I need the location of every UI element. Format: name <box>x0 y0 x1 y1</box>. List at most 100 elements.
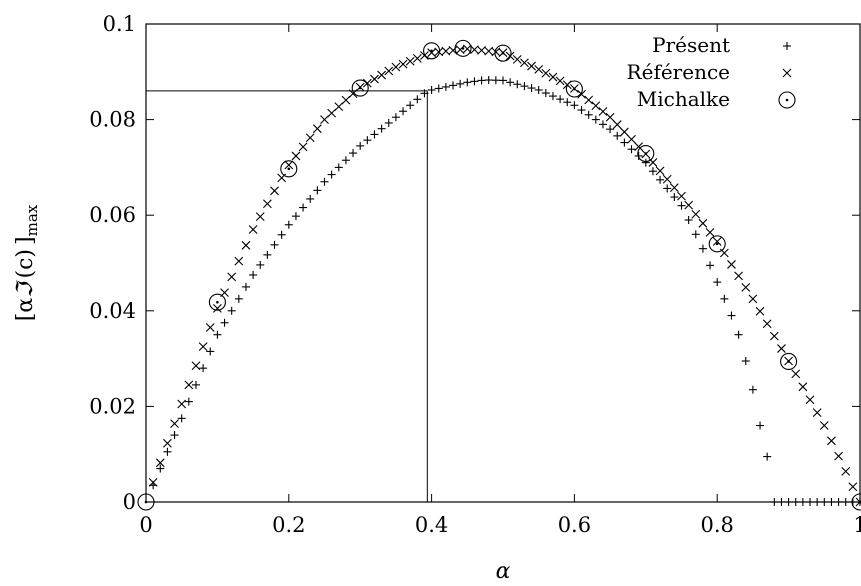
series-reference-point-39-d2 <box>427 48 436 58</box>
series-reference-point-76-d2 <box>691 209 701 219</box>
series-present-point-48 <box>491 76 500 85</box>
series-present-point-56 <box>548 92 557 101</box>
series-reference-point-87 <box>769 331 779 341</box>
series-reference-point-15 <box>255 212 265 222</box>
series-present-point-12 <box>234 294 243 303</box>
series-reference-point-32 <box>377 70 387 80</box>
series-reference-point-20 <box>291 151 301 161</box>
series-reference-point-72 <box>662 174 672 184</box>
series-reference-point-66-d2 <box>619 127 629 137</box>
series-reference-point-71-d2 <box>655 166 665 176</box>
series-reference-point-7-d2 <box>198 342 208 352</box>
series-reference-point-92-d2 <box>805 395 815 405</box>
series-reference-point-63 <box>598 107 608 116</box>
series-reference-point-11 <box>227 272 237 282</box>
series-reference-point-52 <box>520 58 529 68</box>
series-reference-point-68-d2 <box>634 142 644 152</box>
series-reference-point-25 <box>327 108 337 118</box>
series-reference-point-65 <box>612 120 622 129</box>
series-present-zero-point-3 <box>791 498 800 506</box>
series-michalke-point-4 <box>423 42 441 60</box>
series-michalke-point-6-ring <box>494 44 512 62</box>
axis-ticks: 0 0.2 0.4 0.6 0.8 1 0 0.02 0.04 0.06 0.08 0.1 <box>89 12 861 537</box>
series-michalke-point-4-ring <box>423 42 441 60</box>
series-reference-point-34 <box>391 62 401 72</box>
series-present-point-67 <box>627 145 636 154</box>
series-reference-point-46 <box>477 45 486 55</box>
series-present-point-21 <box>299 203 308 212</box>
series-present-point-53 <box>527 84 536 93</box>
series-reference-point-27 <box>341 95 351 105</box>
series-present-point-80 <box>720 294 729 303</box>
series-present-point-24 <box>320 177 329 186</box>
series-present-point-26 <box>334 163 343 172</box>
legend-label-present: Présent <box>652 33 730 57</box>
series-reference-point-45-d2 <box>470 45 479 55</box>
series-reference-point-66 <box>619 127 629 137</box>
series-reference-point-60-d2 <box>577 89 586 99</box>
series-present-point-85 <box>756 421 765 430</box>
series-present-point-31 <box>370 130 379 139</box>
y-tick-label-1: 0.02 <box>89 394 136 418</box>
series-reference-point-24-d2 <box>320 115 329 124</box>
series-reference-point-86-d2 <box>762 319 772 329</box>
series-reference-point-41-d2 <box>441 46 451 56</box>
series-present-point-32 <box>377 124 386 133</box>
legend-label-michalke: Michalke <box>637 87 730 111</box>
series-reference-point-38-d2 <box>420 51 429 60</box>
series-present-point-16 <box>263 250 272 259</box>
series-present-point-14 <box>249 270 258 279</box>
series-reference-point-40-d2 <box>434 47 444 57</box>
series-reference-point-17 <box>270 186 279 196</box>
series-present-point-6 <box>191 380 200 389</box>
series-michalke-point-0 <box>137 493 155 511</box>
series-reference-point-0 <box>148 478 158 487</box>
y-tick-label-2: 0.04 <box>89 299 136 323</box>
series-present-point-29 <box>356 141 365 150</box>
series-reference-point-22-d2 <box>305 133 315 143</box>
series-present-zero-point-2 <box>784 498 793 506</box>
series-michalke-point-9-ring <box>708 235 726 253</box>
series-present-point-13 <box>241 282 250 291</box>
series-reference-point-56 <box>548 72 558 82</box>
series-michalke-point-8-ring <box>637 144 655 163</box>
series-present-zero-point-0 <box>770 498 779 506</box>
series-michalke-point-10 <box>780 352 798 371</box>
series-present-point-76 <box>691 230 700 239</box>
series-reference-point-77-d2 <box>698 218 708 228</box>
x-tick-label-4: 0.8 <box>700 513 733 537</box>
series-reference-point-62-d2 <box>591 101 601 111</box>
series-reference-point-21-d2 <box>298 142 308 152</box>
series-reference-point-6-d2 <box>191 361 201 371</box>
series-reference-point-60 <box>577 89 586 99</box>
x-axis-label: α <box>496 559 511 584</box>
series-reference-point-75 <box>684 200 694 210</box>
series-reference-point-3-d2 <box>170 419 179 428</box>
series-present-zero-point-4 <box>798 498 807 506</box>
series-present-zero-point-10 <box>841 498 850 506</box>
series-present-point-36 <box>406 101 415 110</box>
series-reference-point-37 <box>412 54 422 63</box>
series-reference-point-79 <box>712 237 722 246</box>
series-present-point-38 <box>420 89 429 98</box>
series-present-point-72 <box>663 184 672 193</box>
series-reference-point-55 <box>541 68 551 78</box>
series-reference-point-27-d2 <box>341 95 351 105</box>
series-reference-point-38 <box>420 51 429 60</box>
series-reference-point-55-d2 <box>541 68 551 78</box>
series-michalke-point-6-dot <box>501 51 505 55</box>
guide-lines <box>146 90 428 502</box>
series-michalke-point-4-dot <box>430 49 433 53</box>
series-michalke-point-1-dot <box>216 300 219 304</box>
series-reference-point-73-d2 <box>669 183 679 193</box>
series-present-point-79 <box>713 278 722 287</box>
series-present-point-15 <box>256 260 265 269</box>
series-reference-point-16-d2 <box>262 199 272 209</box>
series-reference-point-87-d2 <box>769 331 779 341</box>
series-present-point-4 <box>177 414 186 423</box>
series-michalke-point-11-dot <box>858 500 861 504</box>
series-reference-point-12-d2 <box>234 256 244 266</box>
series-reference-point-74 <box>677 191 686 201</box>
series-present-point-40 <box>434 84 443 93</box>
series-reference-point-47 <box>484 46 494 56</box>
